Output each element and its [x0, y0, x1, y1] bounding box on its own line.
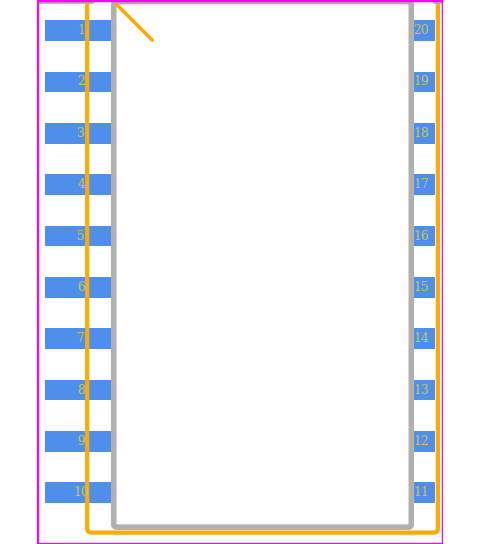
Bar — [408, 226, 434, 246]
Text: 11: 11 — [413, 486, 429, 499]
Text: 15: 15 — [413, 281, 429, 294]
Text: 8: 8 — [77, 384, 85, 397]
Text: 1: 1 — [77, 24, 85, 37]
Text: 12: 12 — [413, 435, 429, 448]
Bar — [408, 431, 434, 452]
FancyBboxPatch shape — [114, 2, 411, 527]
Bar — [46, 20, 117, 41]
Text: 10: 10 — [73, 486, 89, 499]
Bar — [46, 277, 117, 298]
Text: 6: 6 — [77, 281, 85, 294]
Text: 14: 14 — [413, 332, 429, 345]
Text: 9: 9 — [77, 435, 85, 448]
Bar — [408, 277, 434, 298]
Text: 3: 3 — [77, 127, 85, 140]
Bar — [46, 72, 117, 92]
Text: 20: 20 — [413, 24, 429, 37]
Bar — [46, 329, 117, 349]
Text: 13: 13 — [413, 384, 429, 397]
Text: 18: 18 — [413, 127, 429, 140]
Bar — [408, 20, 434, 41]
Text: 4: 4 — [77, 178, 85, 191]
Bar — [408, 380, 434, 400]
Text: 19: 19 — [413, 76, 429, 89]
Bar — [408, 329, 434, 349]
Bar — [46, 483, 117, 503]
Bar — [46, 431, 117, 452]
Bar — [46, 226, 117, 246]
Bar — [408, 72, 434, 92]
Bar — [46, 123, 117, 144]
Text: 16: 16 — [413, 230, 429, 243]
Bar — [408, 174, 434, 195]
Bar — [408, 483, 434, 503]
Text: 7: 7 — [77, 332, 85, 345]
Bar — [46, 380, 117, 400]
Bar — [46, 174, 117, 195]
Bar — [408, 123, 434, 144]
Text: 5: 5 — [77, 230, 85, 243]
Text: 2: 2 — [77, 76, 85, 89]
Text: 17: 17 — [413, 178, 429, 191]
